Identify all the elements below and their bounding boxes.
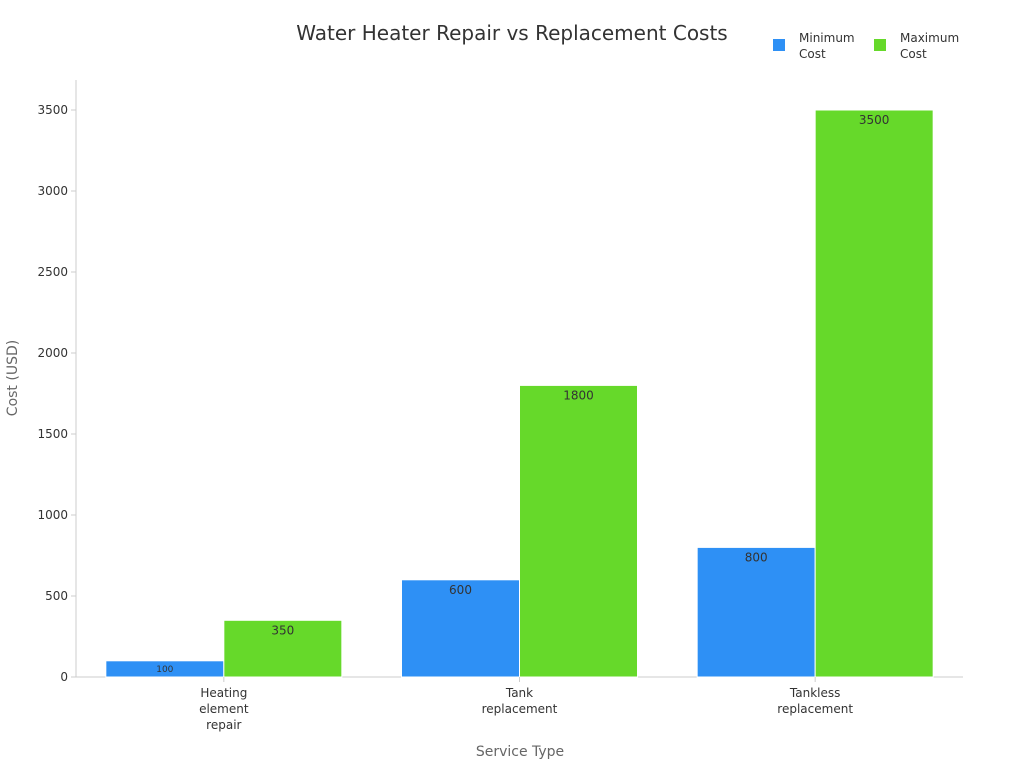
bar	[223, 619, 343, 678]
y-tick-label: 2500	[37, 265, 68, 279]
bar-value-label: 1800	[563, 388, 594, 402]
y-tick-label: 2000	[37, 346, 68, 360]
bar-value-label: 3500	[859, 113, 890, 127]
y-tick-label: 1500	[37, 427, 68, 441]
legend-swatch	[874, 39, 886, 51]
x-tick-label: Tank replacement	[482, 686, 558, 716]
legend-label: Maximum Cost	[900, 31, 959, 61]
legend: Minimum Cost Maximum Cost	[773, 31, 959, 61]
x-tick-label: Heating element repair	[199, 686, 249, 732]
bar	[814, 109, 934, 678]
bar-value-label: 350	[271, 623, 294, 637]
x-axis-title: Service Type	[476, 744, 564, 760]
bar	[519, 384, 638, 678]
bar-value-label: 800	[745, 550, 768, 564]
bar-value-label: 100	[156, 665, 173, 675]
y-tick-label: 3000	[37, 184, 68, 198]
bars: 100 350 600 1800 800 3500	[105, 109, 934, 678]
y-ticks: 0 500 1000 1500 2000 2500 3000 3500	[37, 103, 76, 684]
y-tick-label: 3500	[37, 103, 68, 117]
y-tick-label: 1000	[37, 508, 68, 522]
legend-swatch	[773, 39, 785, 51]
bar	[696, 546, 816, 678]
legend-label: Minimum Cost	[799, 31, 855, 61]
bar-value-label: 600	[449, 583, 472, 597]
y-axis-title: Cost (USD)	[5, 340, 21, 416]
chart-title: Water Heater Repair vs Replacement Costs	[296, 21, 727, 45]
y-tick-label: 0	[60, 670, 68, 684]
bar	[401, 579, 520, 678]
y-tick-label: 500	[45, 589, 68, 603]
x-tick-label: Tankless replacement	[777, 686, 853, 716]
x-categories: Heating element repair Tank replacement Tankl…	[199, 677, 853, 732]
